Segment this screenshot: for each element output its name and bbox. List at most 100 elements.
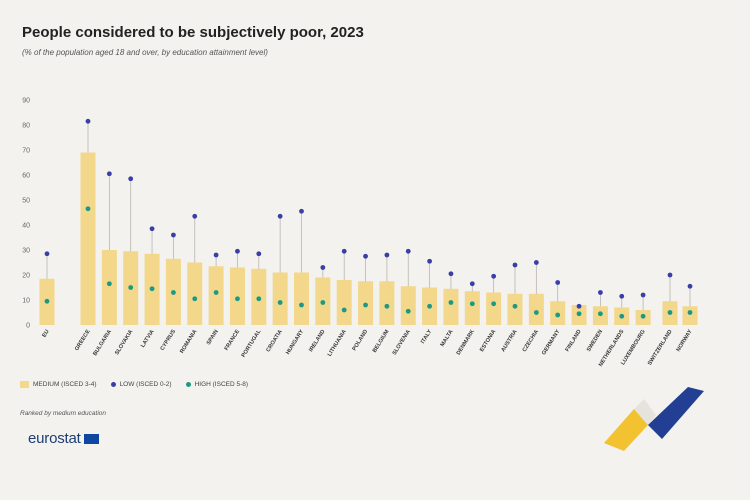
y-tick-label: 40 xyxy=(22,223,30,230)
y-tick-label: 30 xyxy=(22,248,30,255)
bar-medium xyxy=(272,272,288,325)
marker-low xyxy=(128,176,134,182)
marker-low xyxy=(299,208,304,214)
marker-low xyxy=(363,253,368,259)
x-tick-label: BELGIUM xyxy=(372,329,391,354)
bar-medium xyxy=(507,293,523,325)
marker-low xyxy=(427,258,432,264)
x-tick-label: EU xyxy=(41,329,50,339)
bar-medium xyxy=(336,280,352,325)
y-tick-label: 60 xyxy=(22,173,30,180)
y-axis: 0 10 20 30 40 50 60 70 80 90 xyxy=(22,98,30,330)
marker-high xyxy=(363,302,368,308)
x-axis: EU GREECE BULGARIA SLOVAKIA LATVIA CYPRUS ROMA… xyxy=(41,328,693,368)
x-tick-label: FINLAND xyxy=(565,329,583,353)
x-tick-label: SLOVENIA xyxy=(392,329,412,356)
x-tick-label: LUXEMBOURG xyxy=(620,329,647,366)
marker-high xyxy=(128,285,134,290)
legend-swatch-high xyxy=(185,382,191,387)
bars xyxy=(39,152,698,325)
marker-high xyxy=(299,302,304,308)
marker-high xyxy=(405,308,411,314)
x-tick-label: NORWAY xyxy=(676,329,694,353)
marker-low xyxy=(213,252,219,258)
x-tick-label: IRELAND xyxy=(308,329,326,353)
x-tick-label: POLAND xyxy=(352,329,370,352)
legend-swatch-medium xyxy=(20,381,29,388)
x-tick-label: GERMANY xyxy=(541,329,561,357)
marker-low xyxy=(277,213,283,219)
marker-low xyxy=(512,262,518,268)
eu-flag-icon xyxy=(83,433,99,444)
marker-low xyxy=(598,290,603,295)
marker-high xyxy=(448,300,454,305)
x-tick-label: LATVIA xyxy=(140,329,156,349)
x-tick-label: MALTA xyxy=(440,329,455,348)
marker-low xyxy=(149,226,155,232)
marker-low xyxy=(106,171,112,177)
marker-high xyxy=(277,300,283,305)
marker-high xyxy=(235,296,240,302)
marker-high xyxy=(85,206,91,212)
marker-high xyxy=(687,310,693,315)
legend-label-high: HIGH (ISCED 5-8) xyxy=(194,381,249,388)
marker-low xyxy=(235,248,240,254)
x-tick-label: GREECE xyxy=(74,329,92,352)
eurostat-logo: eurostat xyxy=(28,430,99,447)
chart-title: People considered to be subjectively poo… xyxy=(22,24,364,41)
x-tick-label: PORTUGAL xyxy=(241,328,263,358)
bar-medium xyxy=(187,262,203,325)
marker-low xyxy=(576,303,582,309)
x-tick-label: SPAIN xyxy=(206,329,220,346)
yellow-chevron xyxy=(604,409,648,451)
x-tick-label: HUNGARY xyxy=(285,329,305,356)
marker-high xyxy=(667,310,673,315)
x-tick-label: CROATIA xyxy=(265,329,283,353)
bar-medium xyxy=(80,152,96,325)
bar-medium xyxy=(528,293,544,325)
y-tick-label: 0 xyxy=(26,323,30,330)
legend-swatch-low xyxy=(110,382,116,387)
marker-low xyxy=(469,281,475,287)
legend-item-high: HIGH (ISCED 5-8) xyxy=(185,381,249,388)
marker-low xyxy=(667,272,673,278)
y-tick-label: 90 xyxy=(22,98,30,105)
marker-high xyxy=(598,311,603,317)
marker-low xyxy=(384,252,390,258)
y-tick-label: 10 xyxy=(22,298,30,305)
marker-high xyxy=(640,313,646,319)
legend-label-low: LOW (ISCED 0-2) xyxy=(119,381,172,388)
y-tick-label: 50 xyxy=(22,198,30,205)
x-tick-label: ITALY xyxy=(420,329,433,345)
marker-low xyxy=(85,118,91,124)
marker-high xyxy=(106,281,112,287)
footnote: Ranked by medium education xyxy=(20,410,106,417)
marker-high xyxy=(171,290,176,295)
x-tick-label: ESTONIA xyxy=(479,329,497,353)
bar-medium xyxy=(379,281,395,325)
marker-high xyxy=(320,300,326,305)
x-tick-label: SWEDEN xyxy=(586,329,604,353)
marker-high xyxy=(384,303,390,309)
legend-item-low: LOW (ISCED 0-2) xyxy=(110,381,172,388)
legend-label-medium: MEDIUM (ISCED 3-4) xyxy=(33,381,97,388)
y-tick-label: 70 xyxy=(22,148,30,155)
x-tick-label: SWITZERLAND xyxy=(647,329,674,367)
bar-medium xyxy=(443,288,459,325)
x-tick-label: ROMANIA xyxy=(179,329,198,355)
grey-chevron xyxy=(634,399,656,425)
marker-low xyxy=(341,248,347,254)
marker-low xyxy=(491,273,497,279)
marker-low xyxy=(533,260,539,265)
legend-item-medium: MEDIUM (ISCED 3-4) xyxy=(20,381,97,388)
marker-high xyxy=(256,296,262,302)
marker-high xyxy=(491,301,497,307)
bar-medium xyxy=(464,291,480,325)
x-tick-label: AUSTRIA xyxy=(500,329,518,353)
marker-low xyxy=(256,251,262,257)
marker-high xyxy=(427,303,432,309)
marker-high xyxy=(44,298,50,304)
marker-high xyxy=(469,301,475,307)
marker-low xyxy=(171,232,176,238)
